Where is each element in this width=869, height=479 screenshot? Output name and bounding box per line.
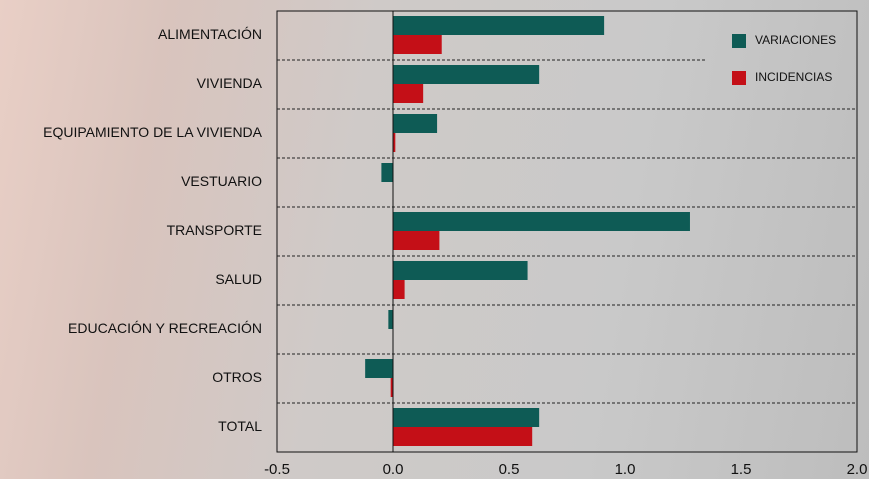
x-tick-label: -0.5 (264, 461, 290, 478)
bar (393, 16, 605, 35)
bar (390, 378, 393, 397)
bar (393, 280, 405, 299)
y-tick-label: OTROS (212, 369, 262, 385)
y-tick-label: EDUCACIÓN Y RECREACIÓN (68, 320, 262, 336)
bar (393, 408, 540, 427)
x-tick-label: 1.5 (731, 461, 752, 478)
x-tick-label: 1.0 (615, 461, 636, 478)
y-tick-label: EQUIPAMIENTO DE LA VIVIENDA (43, 124, 263, 140)
bar (393, 65, 540, 84)
bar (393, 231, 440, 250)
bar (393, 84, 424, 103)
y-tick-label: TRANSPORTE (167, 222, 262, 238)
bar (365, 359, 393, 378)
bar (393, 133, 396, 152)
y-tick-label: SALUD (215, 271, 262, 287)
x-tick-label: 0.5 (499, 461, 520, 478)
y-tick-label: VESTUARIO (181, 173, 262, 189)
legend-label: VARIACIONES (755, 33, 836, 47)
bar (393, 114, 438, 133)
y-tick-label: ALIMENTACIÓN (158, 26, 262, 42)
x-tick-label: 0.0 (383, 461, 404, 478)
bar (381, 163, 393, 182)
bar (388, 310, 393, 329)
x-tick-label: 2.0 (847, 461, 868, 478)
plot-frame (276, 10, 858, 453)
legend-swatch (732, 71, 746, 85)
bar (393, 261, 528, 280)
bar (393, 427, 533, 446)
y-tick-label: TOTAL (218, 418, 262, 434)
legend-swatch (732, 34, 746, 48)
bar (393, 212, 690, 231)
legend-label: INCIDENCIAS (755, 70, 832, 84)
y-tick-label: VIVIENDA (197, 75, 263, 91)
bar (393, 35, 442, 54)
